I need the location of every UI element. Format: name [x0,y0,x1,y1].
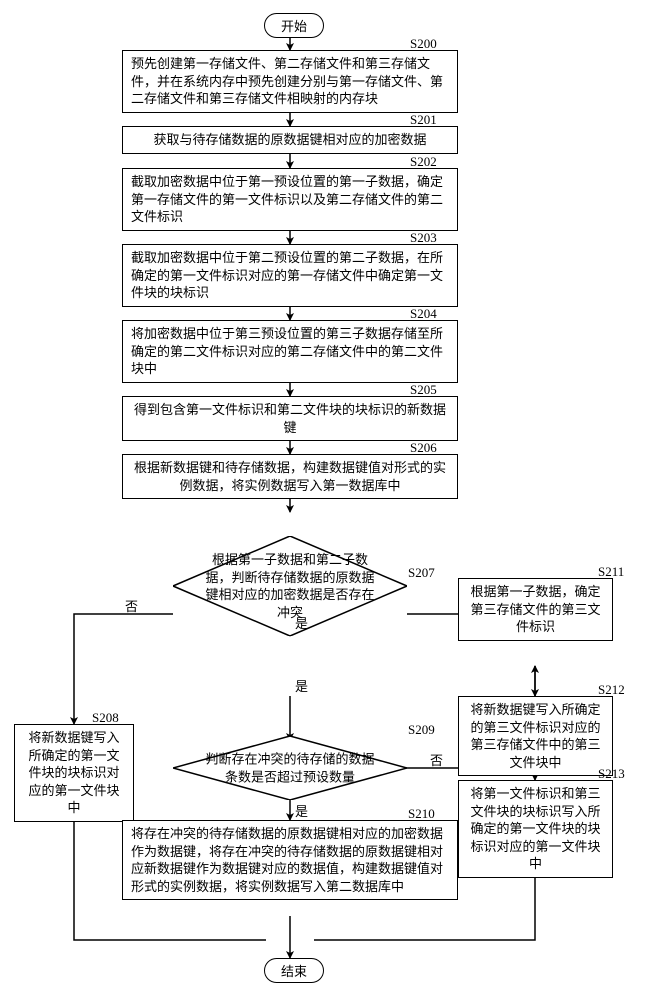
step-s200: 预先创建第一存储文件、第二存储文件和第三存储文件，并在系统内存中预先创建分别与第… [122,50,458,113]
decision-s207-text: 根据第一子数据和第二子数据，判断待存储数据的原数据键相对应的加密数据是否存在冲突 [205,552,374,620]
step-s201-text: 获取与待存储数据的原数据键相对应的加密数据 [153,132,426,147]
step-s204-text: 将加密数据中位于第三预设位置的第三子数据存储至所确定的第二文件标识对应的第二存储… [131,326,443,376]
step-s212-text: 将新数据键写入所确定的第三文件标识对应的第三存储文件中的第三文件块中 [470,702,600,770]
step-s213: 将第一文件标识和第三文件块的块标识写入所确定的第一文件块的块标识对应的第一文件块… [458,780,613,878]
step-s211: 根据第一子数据，确定第三存储文件的第三文件标识 [458,578,613,641]
step-s205-text: 得到包含第一文件标识和第二文件块的块标识的新数据键 [134,402,446,435]
terminal-end: 结束 [264,958,324,983]
step-s206-text: 根据新数据键和待存储数据，构建数据键值对形式的实例数据，将实例数据写入第一数据库… [134,460,446,493]
decision-s209: 判断存在冲突的待存储的数据条数是否超过预设数量 [173,736,407,800]
step-s200-text: 预先创建第一存储文件、第二存储文件和第三存储文件，并在系统内存中预先创建分别与第… [131,56,443,106]
terminal-start: 开始 [264,13,324,38]
step-s212: 将新数据键写入所确定的第三文件标识对应的第三存储文件中的第三文件块中 [458,696,613,776]
decision-s209-text: 判断存在冲突的待存储的数据条数是否超过预设数量 [205,751,374,784]
step-s204: 将加密数据中位于第三预设位置的第三子数据存储至所确定的第二文件标识对应的第二存储… [122,320,458,383]
label-s207: S207 [408,565,435,581]
edge-yes-1: 是 [295,676,308,695]
step-s208-text: 将新数据键写入所确定的第一文件块的块标识对应的第一文件块中 [28,730,119,815]
step-s206: 根据新数据键和待存储数据，构建数据键值对形式的实例数据，将实例数据写入第一数据库… [122,454,458,499]
step-s211-text: 根据第一子数据，确定第三存储文件的第三文件标识 [470,584,600,634]
step-s202: 截取加密数据中位于第一预设位置的第一子数据，确定第一存储文件的第一文件标识以及第… [122,168,458,231]
label-s209: S209 [408,722,435,738]
step-s201: 获取与待存储数据的原数据键相对应的加密数据 [122,126,458,154]
edge-no-1: 否 [125,596,138,615]
flowchart-container: 开始 S200 预先创建第一存储文件、第二存储文件和第三存储文件，并在系统内存中… [10,10,651,990]
step-s213-text: 将第一文件标识和第三文件块的块标识写入所确定的第一文件块的块标识对应的第一文件块… [470,786,600,871]
edge-yes-1b: 是 [295,613,308,632]
step-s202-text: 截取加密数据中位于第一预设位置的第一子数据，确定第一存储文件的第一文件标识以及第… [131,174,443,224]
step-s203: 截取加密数据中位于第二预设位置的第二子数据，在所确定的第一文件标识对应的第一存储… [122,244,458,307]
step-s208: 将新数据键写入所确定的第一文件块的块标识对应的第一文件块中 [14,724,134,822]
step-s210: 将存在冲突的待存储数据的原数据键相对应的加密数据作为数据键，将存在冲突的待存储数… [122,820,458,900]
edge-no-2: 否 [430,750,443,769]
decision-s207: 根据第一子数据和第二子数据，判断待存储数据的原数据键相对应的加密数据是否存在冲突 [173,536,407,636]
edge-yes-2: 是 [295,801,308,820]
step-s203-text: 截取加密数据中位于第二预设位置的第二子数据，在所确定的第一文件标识对应的第一存储… [131,250,443,300]
end-label: 结束 [281,964,307,979]
step-s210-text: 将存在冲突的待存储数据的原数据键相对应的加密数据作为数据键，将存在冲突的待存储数… [131,826,443,894]
start-label: 开始 [281,19,307,34]
step-s205: 得到包含第一文件标识和第二文件块的块标识的新数据键 [122,396,458,441]
